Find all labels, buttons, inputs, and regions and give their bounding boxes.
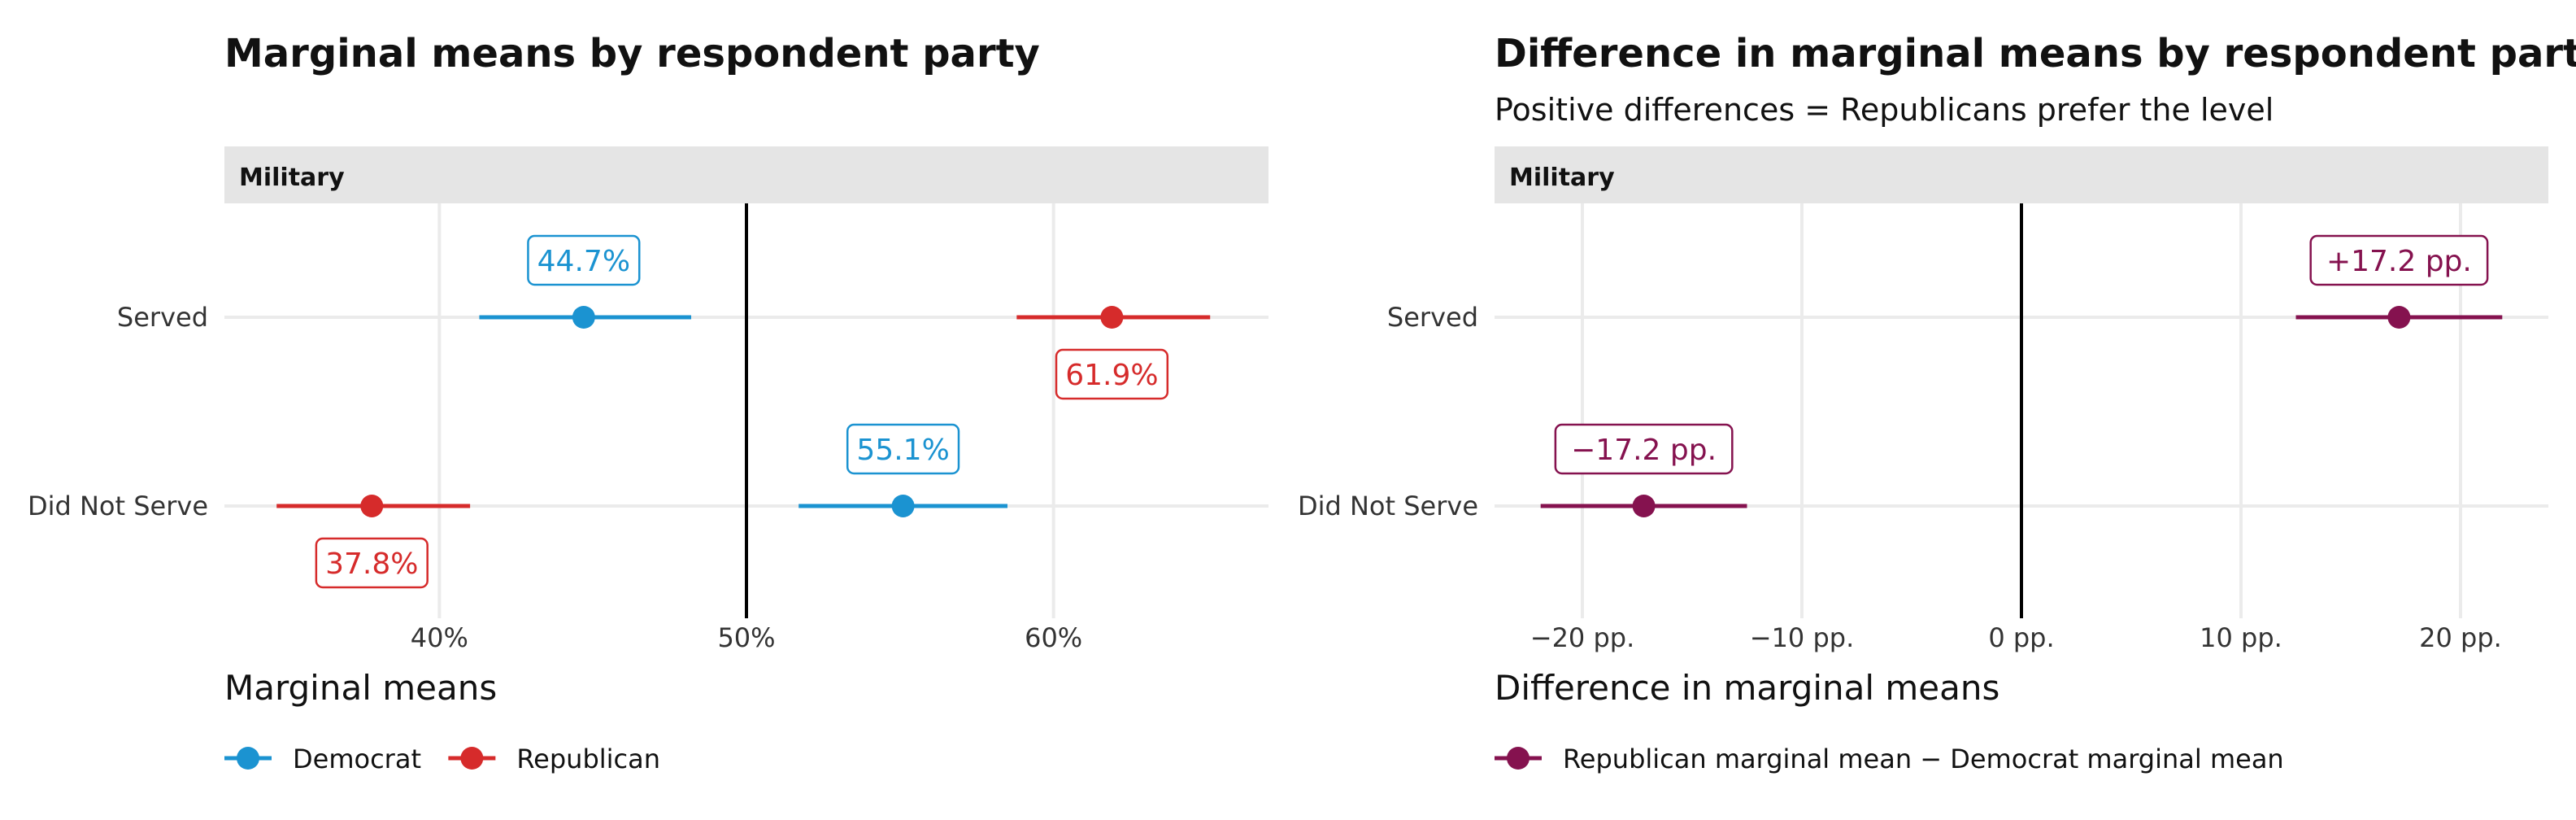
data-label-box xyxy=(315,537,429,589)
legend-key-point xyxy=(460,747,484,770)
y-tick-label: Did Not Serve xyxy=(28,491,208,521)
chart-title: Difference in marginal means by responde… xyxy=(1495,31,2576,76)
x-tick-label: −10 pp. xyxy=(1750,622,1855,653)
chart-panel-1: Marginal means by respondent party Milita… xyxy=(28,31,1268,774)
chart-subtitle: Positive differences = Republicans prefe… xyxy=(1495,92,2274,128)
x-tick-label: −20 pp. xyxy=(1530,622,1635,653)
y-tick-label: Did Not Serve xyxy=(1298,491,1478,521)
x-tick-label: 0 pp. xyxy=(1988,622,2054,653)
chart-title: Marginal means by respondent party xyxy=(224,31,1040,76)
legend-title: Difference in marginal means xyxy=(1495,668,1999,708)
data-label: 55.1% xyxy=(856,434,949,467)
y-tick-label: Served xyxy=(1387,302,1478,333)
facet-strip xyxy=(1495,146,2548,203)
data-point xyxy=(360,495,384,517)
data-label-box xyxy=(527,234,641,286)
data-point xyxy=(891,495,915,517)
y-tick-label: Served xyxy=(117,302,208,333)
x-tick-label: 40% xyxy=(411,622,468,653)
legend-label: Democrat xyxy=(293,744,421,774)
data-point xyxy=(2387,306,2411,329)
data-label-box xyxy=(846,423,960,475)
data-point xyxy=(572,306,595,329)
legend-key-point xyxy=(237,747,259,770)
data-point xyxy=(1100,306,1124,329)
data-label: 61.9% xyxy=(1065,359,1158,392)
data-label: 37.8% xyxy=(325,547,418,581)
x-tick-label: 20 pp. xyxy=(2419,622,2502,653)
x-tick-label: 10 pp. xyxy=(2200,622,2282,653)
data-label-box xyxy=(1554,423,1734,475)
data-label: +17.2 pp. xyxy=(2326,245,2472,278)
facet-label: Military xyxy=(1509,164,1615,192)
legend-title: Marginal means xyxy=(224,668,497,708)
legend-key-point xyxy=(1507,747,1530,770)
data-point xyxy=(1632,495,1656,517)
chart-panel-2: Difference in marginal means by responde… xyxy=(1298,31,2576,774)
legend-label: Republican marginal mean − Democrat marg… xyxy=(1563,744,2284,774)
x-tick-label: 60% xyxy=(1025,622,1082,653)
legend-label: Republican xyxy=(516,744,660,774)
data-label: −17.2 pp. xyxy=(1571,434,1717,467)
facet-strip xyxy=(224,146,1268,203)
x-tick-label: 50% xyxy=(717,622,775,653)
data-label-box xyxy=(1055,348,1169,400)
data-label: 44.7% xyxy=(537,245,630,278)
data-label-box xyxy=(2309,234,2489,286)
facet-label: Military xyxy=(239,164,345,192)
